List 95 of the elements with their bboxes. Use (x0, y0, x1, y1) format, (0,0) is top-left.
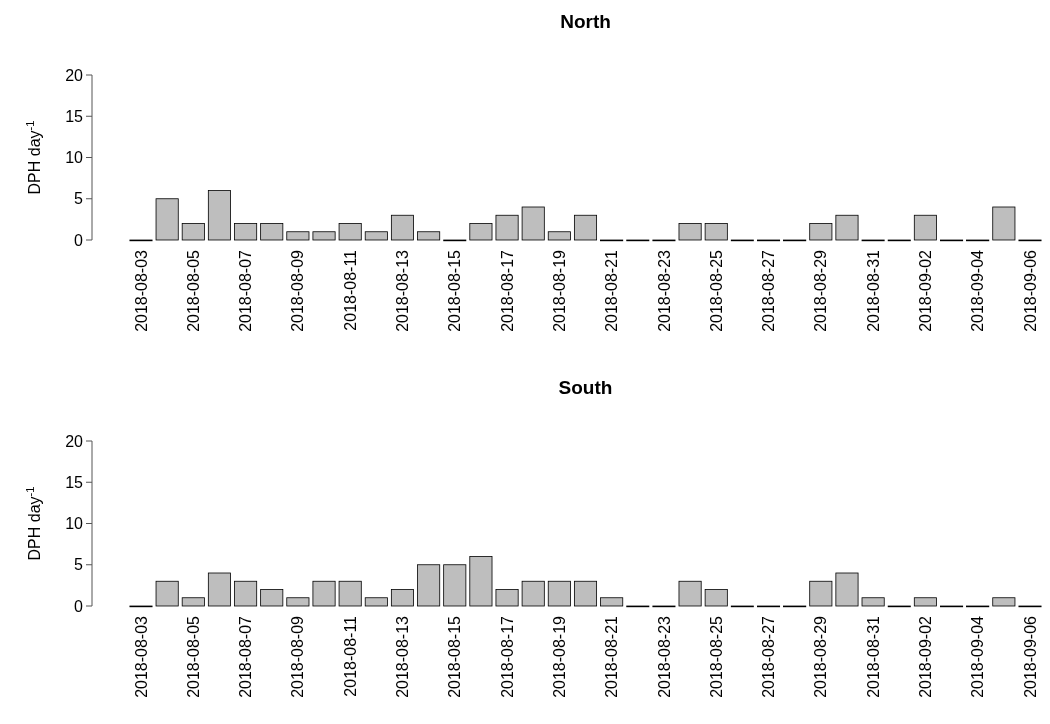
bar (992, 206, 1016, 241)
bar (547, 580, 571, 607)
bar (835, 214, 859, 241)
x-tick-label: 2018-08-19 (550, 249, 568, 332)
y-tick-label: 0 (74, 597, 84, 615)
bar (155, 580, 179, 607)
bar (573, 580, 598, 607)
x-tick-label: 2018-09-02 (917, 249, 935, 332)
x-tick-label: 2018-08-13 (394, 615, 412, 698)
x-tick-label: 2018-08-31 (864, 249, 882, 332)
bar (390, 214, 414, 241)
x-tick-label: 2018-08-23 (655, 615, 673, 698)
x-tick-label: 2018-08-03 (132, 249, 150, 332)
bar (417, 564, 441, 607)
y-tick-label: 20 (65, 66, 84, 84)
bar (573, 214, 598, 241)
x-tick-label: 2018-08-29 (812, 615, 830, 698)
bar (913, 214, 937, 241)
x-tick-label: 2018-08-11 (341, 249, 359, 331)
x-tick-label: 2018-08-09 (289, 249, 307, 332)
bar (286, 231, 310, 241)
bar (495, 214, 519, 241)
bar (521, 206, 545, 241)
bar (704, 589, 728, 607)
bar (207, 190, 231, 241)
bar (181, 597, 205, 607)
x-tick-label: 2018-08-25 (707, 615, 725, 698)
x-tick-label: 2018-08-05 (184, 615, 202, 698)
x-tick-label: 2018-08-07 (237, 249, 255, 332)
x-tick-label: 2018-08-03 (132, 615, 150, 698)
x-tick-label: 2018-09-04 (969, 615, 987, 698)
y-tick-label: 0 (74, 231, 84, 249)
x-tick-label: 2018-08-13 (394, 249, 412, 332)
x-tick-label: 2018-09-04 (969, 249, 987, 332)
bar (600, 597, 624, 607)
x-tick-label: 2018-09-02 (917, 615, 935, 698)
bar (704, 223, 728, 241)
y-tick-label: 10 (65, 149, 84, 167)
chart-title: South (558, 377, 613, 398)
bar (992, 597, 1016, 607)
bar (521, 580, 545, 607)
bar (495, 589, 519, 607)
bar (260, 223, 284, 241)
x-tick-label: 2018-08-07 (237, 615, 255, 698)
x-tick-label: 2018-08-31 (864, 615, 882, 698)
bar (678, 223, 702, 241)
x-tick-label: 2018-08-29 (812, 249, 830, 332)
bar (338, 580, 362, 607)
y-tick-label: 5 (74, 556, 84, 574)
x-tick-label: 2018-08-19 (550, 615, 568, 698)
x-tick-label: 2018-08-15 (446, 249, 464, 332)
bar (678, 580, 702, 607)
y-tick-label: 20 (65, 432, 84, 450)
x-tick-label: 2018-08-09 (289, 615, 307, 698)
x-tick-label: 2018-09-06 (1021, 249, 1039, 332)
y-tick-label: 5 (74, 190, 84, 208)
chart-title: North (560, 11, 611, 32)
bar (417, 231, 441, 241)
x-tick-label: 2018-09-06 (1021, 615, 1039, 698)
x-tick-label: 2018-08-17 (498, 249, 516, 332)
y-tick-label: 15 (65, 107, 84, 125)
bar (861, 597, 885, 607)
bar (809, 580, 833, 607)
x-tick-label: 2018-08-25 (707, 249, 725, 332)
x-tick-label: 2018-08-23 (655, 249, 673, 332)
bar (809, 223, 833, 241)
x-tick-label: 2018-08-15 (446, 615, 464, 698)
bar (155, 198, 179, 241)
bar (443, 564, 467, 607)
y-tick-label: 15 (65, 473, 84, 491)
bar (312, 580, 336, 607)
bar (234, 580, 258, 607)
bar (286, 597, 310, 607)
bar (364, 231, 388, 241)
x-tick-label: 2018-08-17 (498, 615, 516, 698)
bar (835, 572, 859, 607)
bar (469, 556, 493, 607)
x-tick-label: 2018-08-11 (341, 615, 359, 697)
bar (234, 223, 258, 241)
bar (390, 589, 414, 607)
x-tick-label: 2018-08-27 (760, 615, 778, 698)
bar (913, 597, 937, 607)
bar (207, 572, 231, 607)
bar (181, 223, 205, 241)
bar (364, 597, 388, 607)
bar (260, 589, 284, 607)
bar (312, 231, 336, 241)
x-tick-label: 2018-08-21 (603, 615, 621, 698)
bar (469, 223, 493, 241)
x-tick-label: 2018-08-05 (184, 249, 202, 332)
x-tick-label: 2018-08-21 (603, 249, 621, 332)
x-tick-label: 2018-08-27 (760, 249, 778, 332)
y-tick-label: 10 (65, 515, 84, 533)
bar (547, 231, 571, 241)
bar (338, 223, 362, 241)
